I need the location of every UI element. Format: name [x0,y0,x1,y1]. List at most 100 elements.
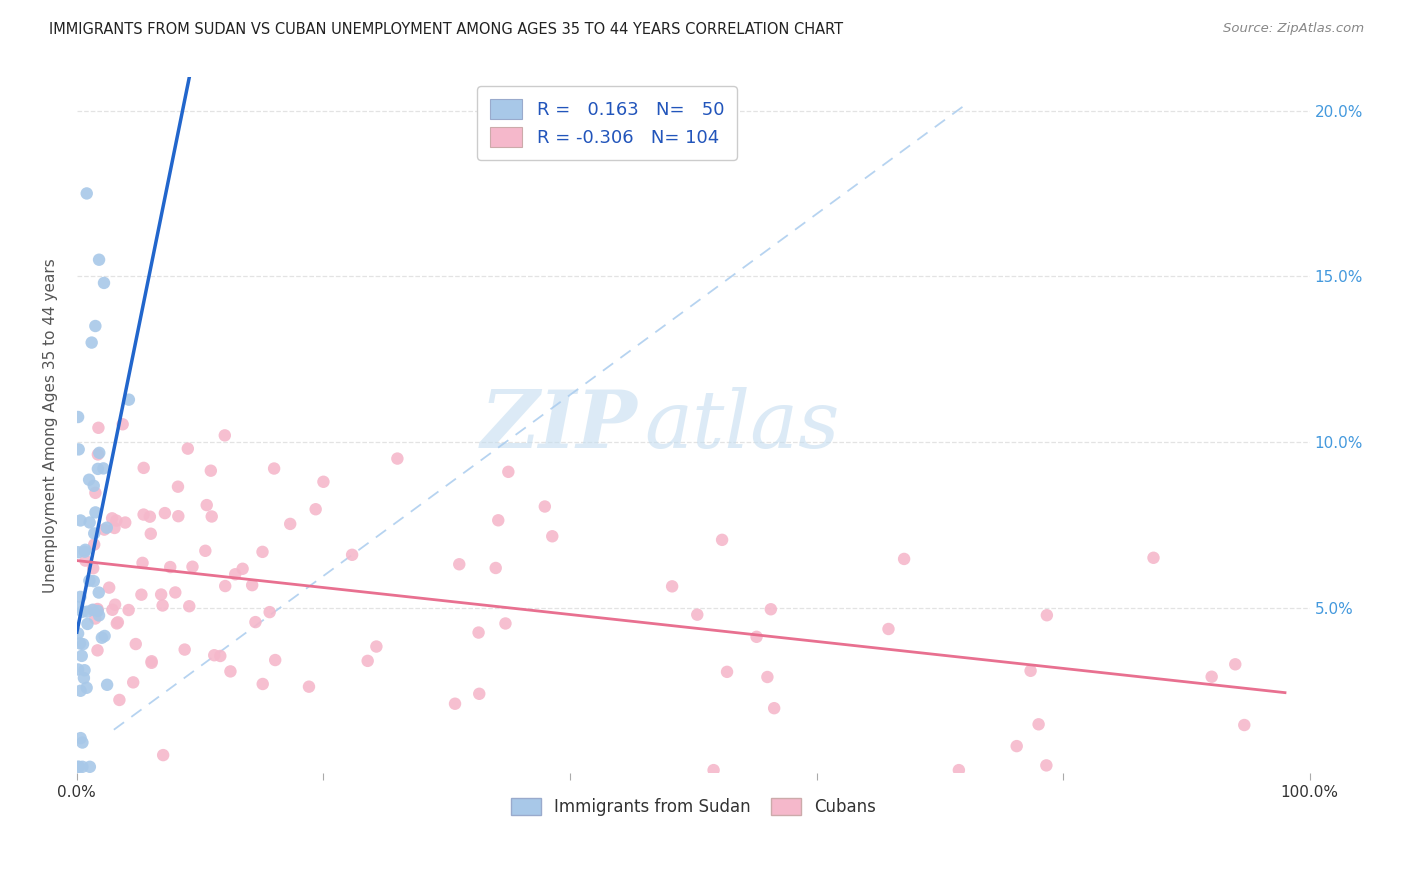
Point [201,509,224,524]
Point [200,464,222,478]
Point [703,763,725,777]
Point [67,626,90,640]
Point [84,486,107,500]
Point [252,677,274,691]
Point [305,502,328,516]
Point [219,665,242,679]
Point [72,605,94,619]
Point [76,605,98,619]
Point [75,542,97,557]
Point [83,526,105,541]
Point [69,513,91,527]
Point [105,616,128,631]
Point [103,521,125,535]
Point [756,670,779,684]
Point [711,533,734,547]
Point [105,514,128,528]
Point [93,629,115,643]
Point [264,653,287,667]
Point [84,505,107,519]
Point [1225,657,1247,672]
Y-axis label: Unemployment Among Ages 35 to 44 years: Unemployment Among Ages 35 to 44 years [44,258,58,593]
Point [76,681,98,695]
Text: Source: ZipAtlas.com: Source: ZipAtlas.com [1223,22,1364,36]
Point [165,585,187,599]
Point [83,574,105,589]
Point [79,516,101,530]
Point [72,735,94,749]
Point [1142,550,1164,565]
Point [108,693,131,707]
Point [72,637,94,651]
Point [86,604,108,618]
Point [263,461,285,475]
Point [759,602,782,616]
Point [541,529,564,543]
Point [75,553,97,567]
Point [763,701,786,715]
Point [67,760,90,774]
Point [259,605,281,619]
Point [96,678,118,692]
Point [173,642,195,657]
Point [125,637,148,651]
Point [194,543,217,558]
Point [485,561,508,575]
Point [159,560,181,574]
Point [877,622,900,636]
Point [179,599,201,614]
Point [745,630,768,644]
Point [139,526,162,541]
Point [101,511,124,525]
Point [93,276,115,290]
Point [153,506,176,520]
Point [86,643,108,657]
Point [214,428,236,442]
Point [96,521,118,535]
Point [177,442,200,456]
Point [70,648,93,663]
Point [533,500,555,514]
Point [73,544,96,558]
Point [69,683,91,698]
Point [1028,717,1050,731]
Point [86,602,108,616]
Point [93,523,115,537]
Point [202,648,225,663]
Point [132,508,155,522]
Point [98,581,121,595]
Point [1019,664,1042,678]
Text: ZIP: ZIP [481,387,638,464]
Point [104,598,127,612]
Point [131,556,153,570]
Point [73,663,96,677]
Point [195,498,218,512]
Point [77,473,100,487]
Point [86,603,108,617]
Point [468,687,491,701]
Point [87,421,110,435]
Point [1005,739,1028,753]
Point [107,615,129,630]
Point [84,611,107,625]
Point [114,516,136,530]
Point [661,579,683,593]
Point [87,462,110,476]
Point [240,578,263,592]
Point [1035,758,1057,772]
Point [278,516,301,531]
Text: IMMIGRANTS FROM SUDAN VS CUBAN UNEMPLOYMENT AMONG AGES 35 TO 44 YEARS CORRELATIO: IMMIGRANTS FROM SUDAN VS CUBAN UNEMPLOYM… [49,22,844,37]
Point [449,558,471,572]
Point [141,654,163,668]
Point [73,671,96,685]
Point [84,318,107,333]
Point [893,552,915,566]
Point [340,548,363,562]
Point [132,461,155,475]
Point [224,567,246,582]
Point [67,663,90,677]
Point [152,748,174,763]
Point [93,461,115,475]
Point [486,513,509,527]
Point [101,603,124,617]
